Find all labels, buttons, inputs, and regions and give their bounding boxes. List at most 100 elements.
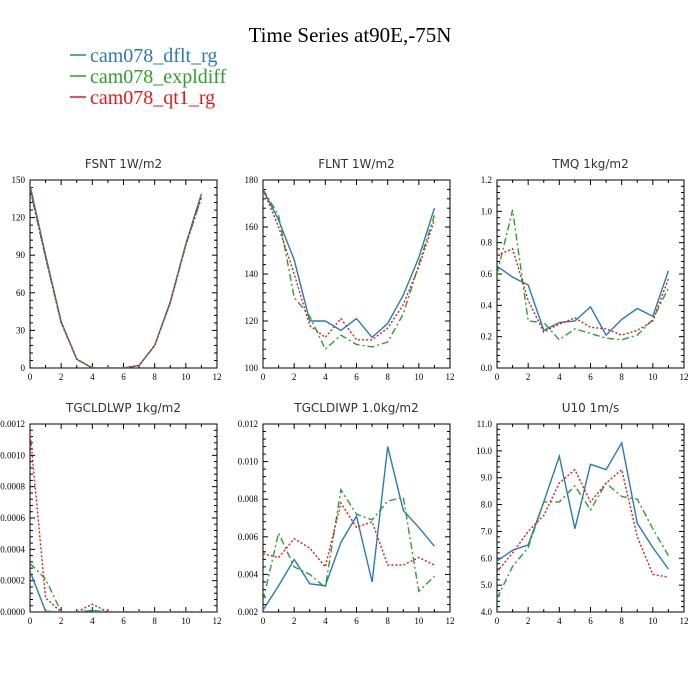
series-line-cam078_qt1_rg [497,247,670,336]
x-tick-label: 4 [323,616,328,626]
x-tick-label: 4 [557,372,562,382]
series-line-cam078_dflt_rg [497,440,669,570]
x-tick-label: 0 [261,616,266,626]
series-line-cam078_qt1_rg [263,501,435,569]
x-tick-label: 10 [414,616,424,626]
x-tick-label: 8 [619,372,624,382]
series-line-cam078_expldiff [497,482,670,599]
y-tick-label: 0.0004 [0,544,25,554]
x-tick-label: 0 [261,372,266,382]
y-tick-label: 4.0 [481,607,493,617]
x-tick-label: 0 [495,372,500,382]
x-tick-label: 12 [446,372,455,382]
x-tick-label: 2 [292,372,297,382]
x-tick-label: 6 [121,372,126,382]
y-tick-label: 0.0000 [0,607,25,617]
panel-title: U10 1m/s [562,401,620,415]
y-tick-label: 60 [16,288,26,298]
y-tick-label: 11.0 [477,419,493,429]
legend-label: cam078_dflt_rg [90,45,217,67]
x-tick-label: 4 [90,372,95,382]
y-tick-label: 90 [16,250,26,260]
y-tick-label: 0.0008 [0,482,25,492]
x-tick-label: 8 [619,616,624,626]
y-tick-label: 0.012 [238,419,258,429]
x-tick-label: 6 [354,616,359,626]
chart-panel: TMQ 1kg/m2 0 2 4 6 8 10 12 0.0 0.2 0.4 0.6 0.8 1.0 1.2 [481,157,689,382]
y-tick-label: 0 [21,363,26,373]
series-group [263,189,436,351]
series-group [497,209,670,341]
series-line-cam078_dflt_rg [30,184,203,368]
y-tick-label: 0.004 [238,569,259,579]
y-tick-label: 30 [16,325,26,335]
x-tick-label: 10 [181,372,191,382]
y-tick-label: 6.0 [481,553,493,563]
x-tick-label: 2 [526,616,531,626]
x-tick-label: 12 [213,372,222,382]
x-tick-label: 8 [385,616,390,626]
plot-frame [496,423,685,613]
x-tick-label: 12 [680,616,689,626]
y-tick-label: 160 [245,222,259,232]
panel-title: TMQ 1kg/m2 [551,157,629,171]
legend: cam078_dflt_rg cam078_expldiff cam078_qt… [70,45,227,109]
x-tick-label: 12 [680,372,689,382]
series-line-cam078_qt1_rg [30,188,203,368]
series-group [497,440,670,599]
x-tick-label: 2 [59,372,64,382]
chart-panel: TGCLDIWP 1.0kg/m2 0 2 4 6 8 10 12 0.002 0.004 0.00… [238,401,455,626]
y-tick-label: 1.0 [481,206,493,216]
legend-item: cam078_expldiff [70,66,227,88]
y-tick-label: 0.006 [238,532,259,542]
x-tick-label: 4 [557,616,562,626]
series-line-cam078_expldiff [30,188,203,368]
panel-title: TGCLDLWP 1kg/m2 [65,401,181,415]
x-tick-label: 10 [414,372,424,382]
series-line-cam078_qt1_rg [263,189,436,341]
y-tick-label: 8.0 [481,500,493,510]
y-tick-label: 180 [245,175,259,185]
y-tick-label: 0.4 [481,300,493,310]
chart-panel: TGCLDLWP 1kg/m2 0 2 4 6 8 10 12 0.0000 0.0002 0.00… [0,401,221,626]
x-tick-label: 12 [213,616,222,626]
chart-panel: FLNT 1W/m2 0 2 4 6 8 10 12 100 120 140 160 180 [245,157,455,382]
legend-label: cam078_qt1_rg [90,87,215,109]
y-tick-label: 0.6 [481,269,493,279]
x-tick-label: 8 [152,372,157,382]
series-line-cam078_expldiff [263,487,435,601]
x-tick-label: 12 [446,616,455,626]
series-group [30,431,202,612]
y-tick-label: 100 [245,363,259,373]
y-tick-label: 10.0 [476,446,492,456]
x-tick-label: 0 [28,616,33,626]
y-tick-label: 5.0 [481,580,493,590]
legend-item: cam078_dflt_rg [70,45,217,67]
panel-title: FSNT 1W/m2 [85,157,162,171]
plot-frame [29,179,218,369]
y-tick-label: 0.0012 [0,419,25,429]
x-tick-label: 10 [648,616,658,626]
series-group [263,446,435,611]
series-line-cam078_dflt_rg [30,571,202,612]
legend-label: cam078_expldiff [90,66,227,88]
y-tick-label: 1.2 [481,175,492,185]
panel-title: TGCLDIWP 1.0kg/m2 [293,401,418,415]
chart-panel: U10 1m/s 0 2 4 6 8 10 12 4.0 5.0 6.0 7.0 8.0 9.0 10.0 1… [476,401,688,626]
x-tick-label: 2 [526,372,531,382]
series-line-cam078_qt1_rg [30,431,202,612]
y-tick-label: 0.2 [481,332,492,342]
x-tick-label: 10 [181,616,191,626]
y-tick-label: 0.002 [238,607,258,617]
x-tick-label: 6 [588,616,593,626]
y-tick-label: 0.010 [238,457,259,467]
series-line-cam078_dflt_rg [263,189,436,339]
figure-title: Time Series at90E,-75N [249,23,452,47]
series-group [30,184,203,368]
y-tick-label: 0.8 [481,238,493,248]
y-tick-label: 0.0006 [0,513,25,523]
x-tick-label: 0 [28,372,33,382]
plot-frame [29,423,218,613]
